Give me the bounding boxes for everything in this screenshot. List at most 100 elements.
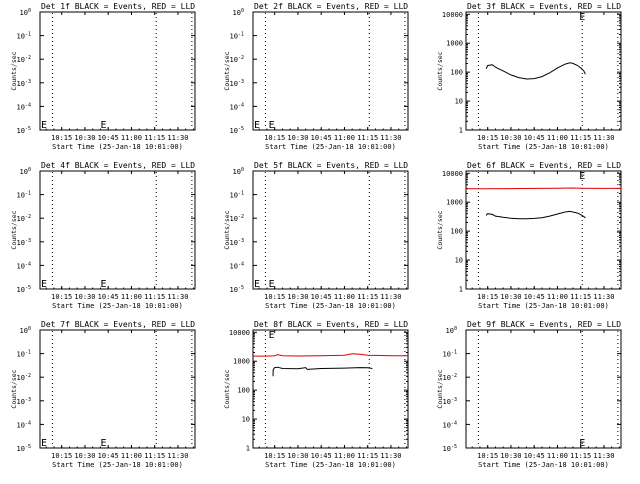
y-tick-exponent: -1 bbox=[451, 350, 457, 356]
panel-title: Det 3f BLACK = Events, RED = LLD bbox=[467, 2, 621, 11]
x-tick-label: 11:30 bbox=[167, 134, 188, 142]
y-tick-exponent: -1 bbox=[25, 32, 31, 38]
y-tick-exponent: -4 bbox=[238, 261, 244, 267]
x-tick-label: 10:15 bbox=[264, 293, 285, 301]
y-tick-exponent: -2 bbox=[238, 55, 244, 61]
x-axis-label: Start Time (25-Jan-18 10:01:00) bbox=[265, 302, 396, 310]
y-tick-label: 1 bbox=[459, 286, 463, 294]
x-tick-label: 10:45 bbox=[524, 134, 545, 142]
y-tick-exponent: -5 bbox=[451, 444, 457, 450]
x-tick-label: 10:30 bbox=[287, 452, 308, 460]
y-tick-exponent: 0 bbox=[241, 8, 244, 14]
y-tick-exponent: -3 bbox=[25, 238, 31, 244]
x-tick-label: 11:30 bbox=[380, 452, 401, 460]
event-marker-label: E bbox=[41, 279, 47, 290]
event-marker-label: E bbox=[579, 12, 585, 23]
y-tick-exponent: 0 bbox=[454, 326, 457, 332]
y-tick-exponent: -3 bbox=[238, 79, 244, 85]
panel-det-5: Det 5f BLACK = Events, RED = LLD 10:15 10:… bbox=[223, 161, 409, 310]
y-tick-exponent: -2 bbox=[25, 214, 31, 220]
x-tick-label: 11:00 bbox=[121, 134, 142, 142]
y-tick-label: 10 bbox=[455, 98, 463, 106]
y-tick-label: 10-2 bbox=[443, 373, 457, 382]
x-tick-label: 10:45 bbox=[98, 452, 119, 460]
x-axis-label: Start Time (25-Jan-18 10:01:00) bbox=[478, 143, 609, 151]
event-marker-label: E bbox=[101, 120, 107, 131]
x-axis-label: Start Time (25-Jan-18 10:01:00) bbox=[52, 143, 183, 151]
event-marker-label: E bbox=[579, 438, 585, 449]
y-tick-label: 10-2 bbox=[17, 55, 31, 64]
y-tick-exponent: -1 bbox=[25, 350, 31, 356]
x-tick-label: 11:15 bbox=[357, 134, 378, 142]
x-tick-label: 10:45 bbox=[98, 134, 119, 142]
x-tick-label: 10:30 bbox=[287, 134, 308, 142]
panel-title: Det 8f BLACK = Events, RED = LLD bbox=[254, 320, 408, 329]
panel-title: Det 2f BLACK = Events, RED = LLD bbox=[254, 2, 408, 11]
x-tick-label: 11:00 bbox=[121, 293, 142, 301]
y-tick-exponent: 0 bbox=[28, 326, 31, 332]
x-tick-label: 11:00 bbox=[334, 134, 355, 142]
y-tick-label: 10000 bbox=[229, 329, 250, 337]
y-tick-label: 1 bbox=[459, 127, 463, 135]
y-tick-label: 10-2 bbox=[17, 373, 31, 382]
plot-frame bbox=[39, 170, 196, 290]
y-axis-label: Counts/sec bbox=[10, 369, 18, 408]
y-tick-label: 100 bbox=[20, 8, 31, 17]
y-tick-label: 10-3 bbox=[230, 79, 244, 88]
x-tick-label: 11:15 bbox=[357, 452, 378, 460]
x-tick-label: 10:15 bbox=[477, 293, 498, 301]
x-axis-label: Start Time (25-Jan-18 10:01:00) bbox=[52, 302, 183, 310]
x-tick-label: 10:15 bbox=[51, 293, 72, 301]
x-tick-label: 10:30 bbox=[287, 293, 308, 301]
y-tick-label: 10-3 bbox=[17, 79, 31, 88]
x-tick-label: 10:30 bbox=[74, 134, 95, 142]
event-marker-label: E bbox=[101, 279, 107, 290]
series-lld-line bbox=[466, 187, 621, 190]
x-tick-label: 10:30 bbox=[74, 293, 95, 301]
y-tick-label: 10-1 bbox=[17, 350, 31, 359]
event-marker-label: E bbox=[41, 438, 47, 449]
series-events-line bbox=[485, 62, 586, 80]
panel-title: Det 1f BLACK = Events, RED = LLD bbox=[41, 2, 195, 11]
y-tick-exponent: -4 bbox=[25, 261, 31, 267]
event-marker-label: E bbox=[269, 279, 275, 290]
x-tick-label: 10:30 bbox=[74, 452, 95, 460]
y-tick-exponent: -2 bbox=[25, 373, 31, 379]
y-tick-exponent: -1 bbox=[238, 191, 244, 197]
event-marker-label: E bbox=[269, 330, 275, 341]
x-tick-label: 11:00 bbox=[121, 452, 142, 460]
y-tick-exponent: -1 bbox=[25, 191, 31, 197]
plot-frame bbox=[252, 329, 409, 449]
y-tick-label: 10-1 bbox=[17, 32, 31, 41]
y-tick-label: 10-5 bbox=[17, 444, 31, 453]
plot-frame bbox=[465, 11, 622, 131]
y-tick-label: 10-4 bbox=[17, 420, 31, 429]
y-tick-label: 10-4 bbox=[230, 261, 244, 270]
plot-frame bbox=[252, 170, 409, 290]
y-tick-label: 10-3 bbox=[17, 397, 31, 406]
y-tick-exponent: -3 bbox=[25, 397, 31, 403]
y-tick-label: 10-4 bbox=[230, 102, 244, 111]
y-axis-label: Counts/sec bbox=[10, 210, 18, 249]
event-marker-label: E bbox=[41, 120, 47, 131]
y-tick-label: 100 bbox=[20, 167, 31, 176]
y-tick-exponent: -4 bbox=[25, 420, 31, 426]
y-tick-exponent: -5 bbox=[25, 126, 31, 132]
plot-frame bbox=[252, 11, 409, 131]
x-tick-label: 11:00 bbox=[547, 134, 568, 142]
x-tick-label: 11:00 bbox=[547, 452, 568, 460]
panel-title: Det 5f BLACK = Events, RED = LLD bbox=[254, 161, 408, 170]
y-tick-exponent: -4 bbox=[25, 102, 31, 108]
panel-title: Det 6f BLACK = Events, RED = LLD bbox=[467, 161, 621, 170]
y-tick-label: 10-5 bbox=[230, 126, 244, 135]
y-tick-label: 1 bbox=[246, 445, 250, 453]
y-tick-label: 10 bbox=[242, 416, 250, 424]
y-tick-exponent: -3 bbox=[25, 79, 31, 85]
event-marker-label: E bbox=[101, 438, 107, 449]
series-events-line bbox=[272, 366, 373, 377]
y-tick-label: 1000 bbox=[446, 40, 463, 48]
